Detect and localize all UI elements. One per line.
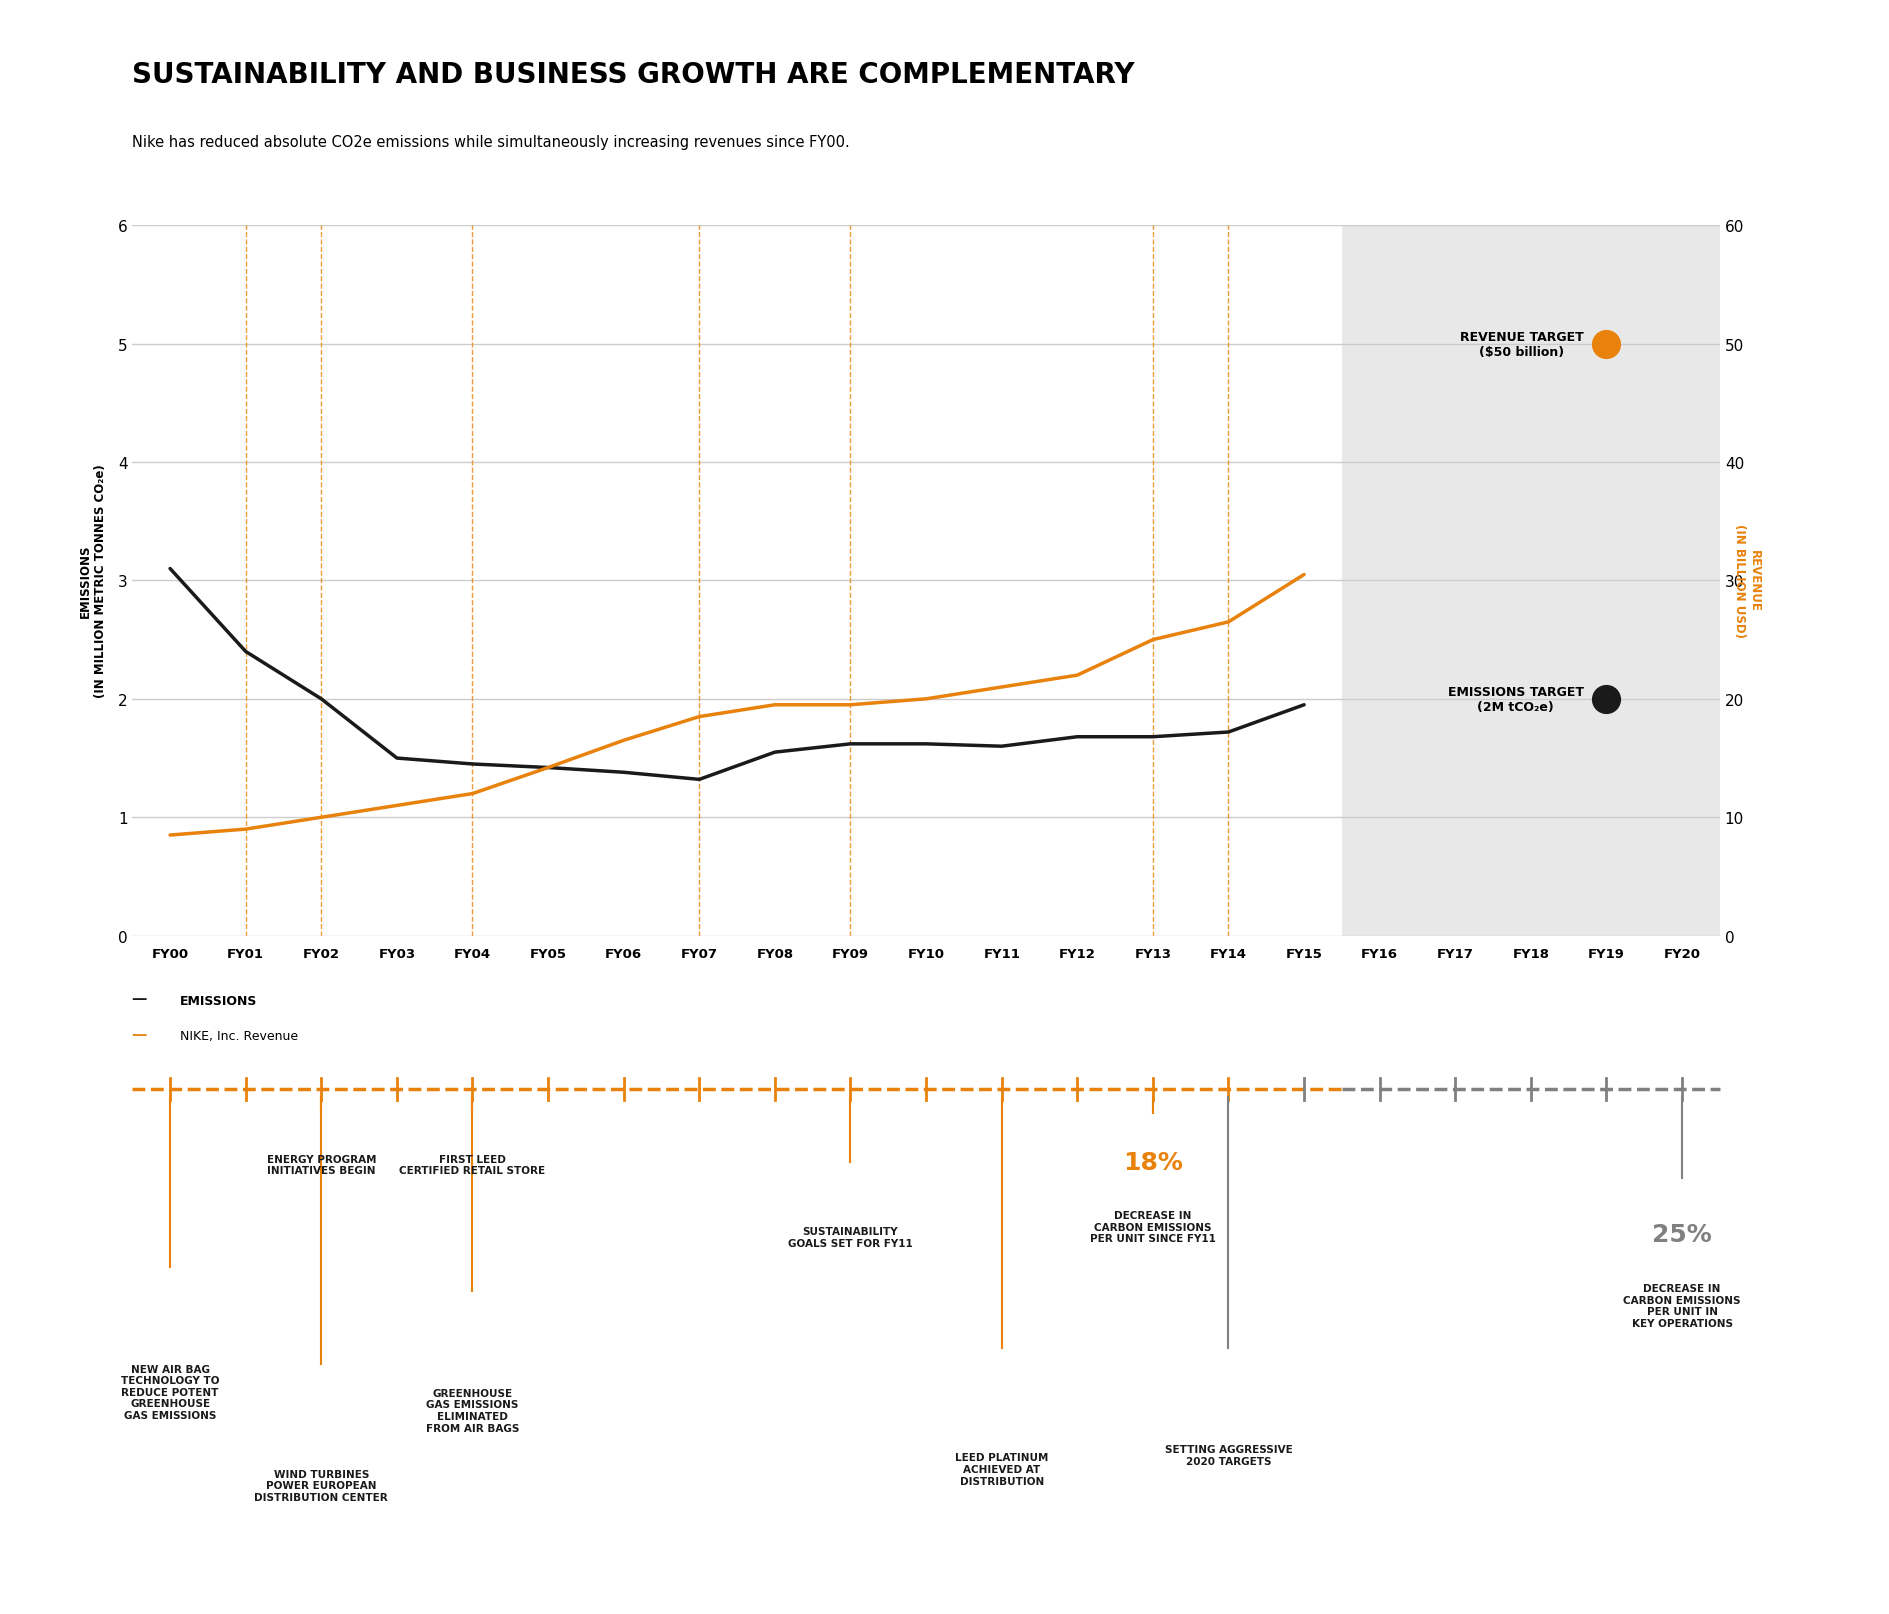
Text: EMISSIONS: EMISSIONS: [179, 994, 257, 1007]
Text: WIND TURBINES
POWER EUROPEAN
DISTRIBUTION CENTER: WIND TURBINES POWER EUROPEAN DISTRIBUTIO…: [255, 1469, 387, 1503]
Text: NEW AIR BAG
TECHNOLOGY TO
REDUCE POTENT
GREENHOUSE
GAS EMISSIONS: NEW AIR BAG TECHNOLOGY TO REDUCE POTENT …: [121, 1364, 219, 1420]
Text: NIKE, Inc. Revenue: NIKE, Inc. Revenue: [179, 1030, 297, 1043]
Text: FIRST LEED
CERTIFIED RETAIL STORE: FIRST LEED CERTIFIED RETAIL STORE: [399, 1154, 546, 1175]
Text: SUSTAINABILITY
GOALS SET FOR FY11: SUSTAINABILITY GOALS SET FOR FY11: [788, 1227, 912, 1248]
Text: GREENHOUSE
GAS EMISSIONS
ELIMINATED
FROM AIR BAGS: GREENHOUSE GAS EMISSIONS ELIMINATED FROM…: [425, 1388, 519, 1433]
Text: LEED PLATINUM
ACHIEVED AT
DISTRIBUTION: LEED PLATINUM ACHIEVED AT DISTRIBUTION: [954, 1453, 1048, 1486]
Text: ENERGY PROGRAM
INITIATIVES BEGIN: ENERGY PROGRAM INITIATIVES BEGIN: [266, 1154, 376, 1175]
Text: 18%: 18%: [1122, 1151, 1183, 1173]
Text: Nike has reduced absolute CO2e emissions while simultaneously increasing revenue: Nike has reduced absolute CO2e emissions…: [132, 136, 850, 150]
Text: SUSTAINABILITY AND BUSINESS GROWTH ARE COMPLEMENTARY: SUSTAINABILITY AND BUSINESS GROWTH ARE C…: [132, 61, 1133, 89]
Text: ─: ─: [132, 991, 145, 1010]
Text: 25%: 25%: [1651, 1223, 1711, 1246]
Text: SETTING AGGRESSIVE
2020 TARGETS: SETTING AGGRESSIVE 2020 TARGETS: [1164, 1445, 1292, 1466]
Y-axis label: EMISSIONS
(IN MILLION METRIC TONNES CO₂e): EMISSIONS (IN MILLION METRIC TONNES CO₂e…: [79, 465, 106, 697]
Text: DECREASE IN
CARBON EMISSIONS
PER UNIT IN
KEY OPERATIONS: DECREASE IN CARBON EMISSIONS PER UNIT IN…: [1623, 1283, 1740, 1328]
Bar: [1341, 226, 1719, 936]
Text: DECREASE IN
CARBON EMISSIONS
PER UNIT SINCE FY11: DECREASE IN CARBON EMISSIONS PER UNIT SI…: [1090, 1210, 1215, 1244]
Text: REVENUE TARGET
($50 billion): REVENUE TARGET ($50 billion): [1460, 331, 1583, 358]
Y-axis label: REVENUE
(IN BILLION USD): REVENUE (IN BILLION USD): [1732, 525, 1761, 638]
Text: EMISSIONS TARGET
(2M tCO₂e): EMISSIONS TARGET (2M tCO₂e): [1447, 686, 1583, 713]
Text: ─: ─: [132, 1027, 145, 1046]
